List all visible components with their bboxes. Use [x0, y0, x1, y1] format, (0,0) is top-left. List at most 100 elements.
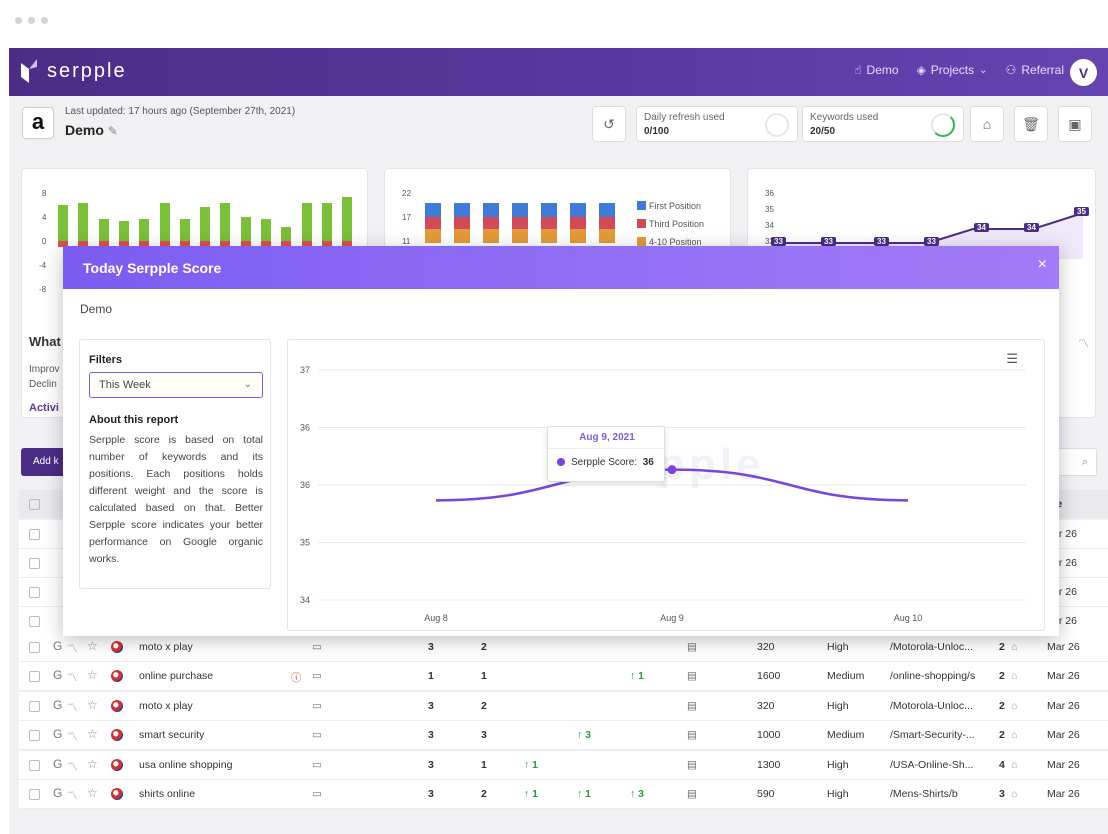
logo-text: serpple: [47, 59, 127, 82]
tag-icon[interactable]: ⌂: [1011, 729, 1018, 742]
trash-icon: 🗑: [1022, 115, 1040, 132]
row-checkbox[interactable]: [29, 529, 40, 540]
tag-icon[interactable]: ⌂: [1011, 699, 1018, 712]
trend-icon[interactable]: 〽: [67, 760, 78, 773]
select-all-checkbox[interactable]: [29, 499, 40, 510]
ranking-url[interactable]: /Mens-Shirts/b: [890, 788, 958, 800]
bar: [425, 229, 441, 243]
window-dot-icon: [28, 17, 35, 24]
tick-label: 0: [42, 237, 47, 246]
device-icon: ▭: [312, 758, 322, 771]
table-row[interactable]: G 〽 ☆ usa online shopping ▭ 3 1 ↑ 1 ▤ 1300 High/US…: [19, 750, 1108, 780]
modal-title: Today Serpple Score: [83, 260, 222, 276]
row-checkbox[interactable]: [29, 789, 40, 800]
table-row[interactable]: G 〽 ☆ moto x play ▭ 3 2 ▤ 320 High/Motorola-Unloc…: [19, 633, 1108, 662]
legend-label: First Position: [649, 201, 702, 211]
folder-icon: ▣: [1068, 115, 1082, 132]
us-flag-icon: [111, 758, 123, 771]
avatar[interactable]: V: [1070, 59, 1097, 86]
bar: [98, 219, 109, 241]
project-name-label: Demo: [65, 122, 104, 138]
nav-projects[interactable]: ◈ Projects ⌄: [917, 63, 988, 77]
tag-icon[interactable]: ⌂: [1011, 788, 1018, 800]
table-row[interactable]: G 〽 ☆ online purchase ⓘ ▭ 1 1 ↑ 1 ▤ 1600 Medium/onl…: [19, 662, 1108, 692]
trend-icon[interactable]: 〽: [67, 672, 78, 685]
chevron-down-icon: ⌄: [979, 64, 988, 76]
row-checkbox[interactable]: [29, 700, 40, 712]
bar: [483, 203, 499, 217]
table-row[interactable]: G 〽 ☆ shirts online ▭ 3 2 ↑ 1 ↑ 1 ↑ 3 ▤ 590 High/Men…: [19, 780, 1108, 809]
logo[interactable]: serpple: [19, 57, 127, 85]
bar: [454, 229, 470, 243]
rank-best: 2: [481, 699, 487, 712]
trend-icon[interactable]: 〽: [67, 790, 78, 802]
score-chart: serpple ☰ 37 36 36 35 34 Aug 8 Aug 9 Aug 10 Aug…: [287, 339, 1045, 631]
ranking-url[interactable]: /Smart-Security-...: [890, 729, 975, 742]
keyword: usa online shopping: [139, 758, 233, 771]
activity-link[interactable]: Activi: [29, 402, 59, 414]
legend-item: 4-10 Position: [637, 233, 704, 251]
bar: [261, 241, 271, 247]
rank-best: 2: [481, 788, 487, 800]
bar: [240, 217, 251, 241]
row-checkbox[interactable]: [29, 616, 40, 627]
device-icon: ▭: [312, 729, 322, 742]
trend-icon[interactable]: 〽: [67, 701, 78, 714]
keywords-used-label: Keywords used: [810, 112, 879, 123]
tag-button[interactable]: ⌂: [970, 106, 1004, 142]
row-checkbox[interactable]: [29, 558, 40, 569]
bar: [512, 203, 528, 217]
nav-referral[interactable]: ⚇ Referral: [1006, 63, 1064, 77]
bar: [58, 241, 68, 247]
ranking-url[interactable]: /Motorola-Unloc...: [890, 699, 973, 712]
serpple-logo-icon: [21, 59, 37, 83]
us-flag-icon: [111, 641, 123, 653]
add-keyword-button[interactable]: Add k: [21, 448, 71, 476]
ranking-url[interactable]: /Motorola-Unloc...: [890, 641, 973, 653]
tag-icon[interactable]: ⌂: [1011, 670, 1018, 683]
search-volume: 1300: [757, 758, 781, 771]
table-row[interactable]: G 〽 ☆ moto x play ▭ 3 2 ▤ 320 High/Motorola-Unloc…: [19, 691, 1108, 721]
trend-icon[interactable]: 〽: [1078, 338, 1089, 350]
row-checkbox[interactable]: [29, 642, 40, 653]
data-point[interactable]: [667, 465, 677, 475]
export-button[interactable]: ▣: [1058, 106, 1092, 142]
window-dot-icon: [15, 17, 22, 24]
star-icon[interactable]: ☆: [87, 697, 98, 712]
row-checkbox[interactable]: [29, 730, 40, 742]
search-volume: 1600: [757, 670, 781, 683]
tag-icon[interactable]: ⌂: [1011, 758, 1018, 771]
rank-current: 3: [428, 641, 434, 653]
star-icon[interactable]: ☆: [87, 786, 98, 800]
star-icon[interactable]: ☆: [87, 668, 98, 683]
star-icon[interactable]: ☆: [87, 756, 98, 771]
trend-icon[interactable]: 〽: [67, 731, 78, 744]
week-select[interactable]: This Week ⌄: [89, 372, 263, 398]
serp-feature-icon: ▤: [687, 670, 697, 683]
star-icon[interactable]: ☆: [87, 639, 98, 653]
delete-button[interactable]: 🗑: [1014, 106, 1048, 142]
trend-icon[interactable]: 〽: [67, 643, 78, 655]
star-icon[interactable]: ☆: [87, 727, 98, 742]
tag-count: 4: [999, 758, 1005, 771]
google-icon: G: [53, 668, 63, 683]
ranking-url[interactable]: /USA-Online-Sh...: [890, 758, 974, 771]
serp-feature-icon: ▤: [687, 788, 697, 800]
row-checkbox[interactable]: [29, 587, 40, 598]
position-legend: First Position Third Position 4-10 Posit…: [637, 197, 704, 251]
menu-icon[interactable]: ☰: [1006, 351, 1018, 366]
tick-label: -4: [39, 261, 47, 270]
table-row[interactable]: G 〽 ☆ smart security ▭ 3 3 ↑ 3 ▤ 1000 Medium/Smart…: [19, 721, 1108, 751]
close-icon[interactable]: ×: [1037, 256, 1047, 273]
row-checkbox[interactable]: [29, 671, 40, 683]
nav-demo[interactable]: ☝ Demo: [854, 63, 898, 77]
bar: [139, 241, 150, 247]
refresh-button[interactable]: ↺: [592, 106, 626, 142]
edit-icon[interactable]: ✎: [107, 124, 118, 138]
row-checkbox[interactable]: [29, 759, 40, 771]
bar: [599, 229, 615, 243]
tag-icon[interactable]: ⌂: [1011, 641, 1018, 653]
row-date: Mar 26: [1047, 670, 1080, 683]
info-icon[interactable]: ⓘ: [291, 672, 302, 685]
ranking-url[interactable]: /online-shopping/s: [890, 670, 976, 683]
